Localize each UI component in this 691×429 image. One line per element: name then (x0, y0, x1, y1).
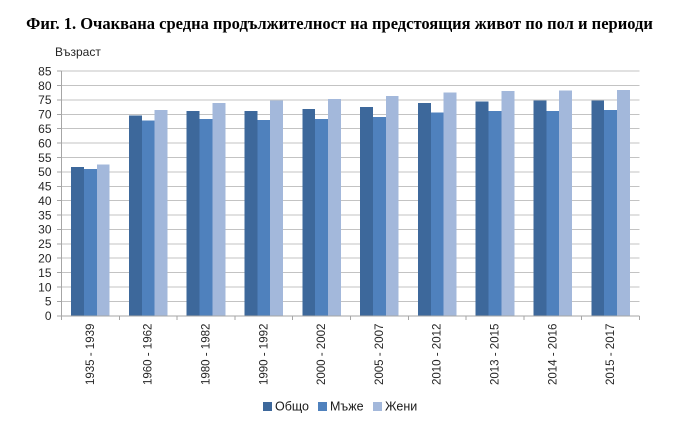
svg-text:65: 65 (38, 122, 52, 136)
svg-text:2000 - 2002: 2000 - 2002 (316, 324, 328, 385)
svg-text:5: 5 (45, 295, 52, 309)
svg-text:15: 15 (38, 266, 52, 280)
svg-text:45: 45 (38, 180, 52, 194)
svg-text:30: 30 (38, 223, 52, 237)
svg-text:0: 0 (45, 309, 52, 323)
svg-text:2013 - 2015: 2013 - 2015 (490, 324, 502, 385)
svg-text:35: 35 (38, 208, 52, 222)
svg-text:1960 - 1962: 1960 - 1962 (143, 324, 155, 385)
svg-text:2005 - 2007: 2005 - 2007 (374, 324, 386, 385)
svg-text:2015 - 2017: 2015 - 2017 (605, 324, 617, 385)
svg-text:25: 25 (38, 237, 52, 251)
svg-text:20: 20 (38, 252, 52, 266)
svg-text:40: 40 (38, 194, 52, 208)
svg-text:2010 - 2012: 2010 - 2012 (432, 324, 444, 385)
svg-text:55: 55 (38, 151, 52, 165)
svg-text:2014 - 2016: 2014 - 2016 (547, 324, 559, 385)
svg-text:80: 80 (38, 79, 52, 93)
svg-text:1980 - 1982: 1980 - 1982 (201, 324, 213, 385)
svg-text:Общо: Общо (275, 400, 309, 414)
svg-text:50: 50 (38, 165, 52, 179)
svg-text:Възраст: Възраст (55, 45, 101, 59)
svg-text:85: 85 (38, 64, 52, 78)
svg-text:Жени: Жени (385, 400, 417, 414)
svg-text:Мъже: Мъже (330, 400, 364, 414)
svg-text:10: 10 (38, 280, 52, 294)
svg-text:1935 - 1939: 1935 - 1939 (85, 324, 97, 385)
svg-text:70: 70 (38, 108, 52, 122)
svg-text:60: 60 (38, 136, 52, 150)
svg-text:75: 75 (38, 93, 52, 107)
svg-text:1990 - 1992: 1990 - 1992 (258, 324, 270, 385)
